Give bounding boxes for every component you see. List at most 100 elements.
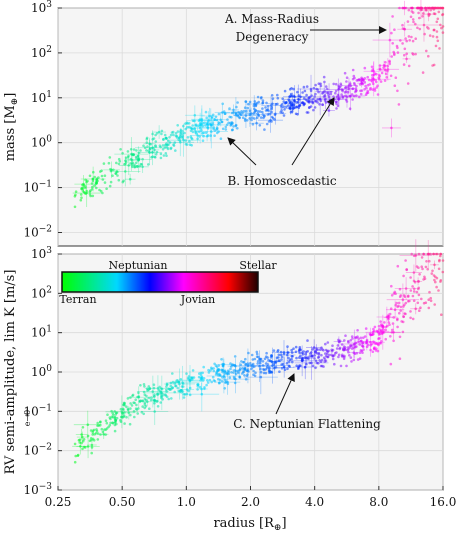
scatter-point [107,161,111,165]
scatter-point [91,179,95,183]
scatter-point [397,301,401,305]
scatter-point [353,83,357,86]
x-tick-label: 2.0 [241,495,260,509]
scatter-point [149,398,153,402]
scatter-point [378,73,381,77]
scatter-point [183,131,186,135]
scatter-point [311,348,314,351]
scatter-point [350,335,354,338]
scatter-point [323,360,327,363]
scatter-point [431,35,435,38]
scatter-point [298,351,302,355]
scatter-point [296,90,299,94]
top-gridlines [57,7,444,246]
top-y-tick-labels: 10−2 10−1 100 101 102 103 [23,0,62,239]
y-tick-label: 102 [31,285,52,300]
scatter-point [141,165,144,169]
scatter-point [331,344,334,348]
scatter-point [242,371,245,374]
scatter-point [372,73,376,77]
scatter-point [251,358,255,361]
scatter-point [393,290,397,294]
scatter-point [412,287,416,291]
scatter-point [347,348,350,351]
scatter-point [369,86,372,90]
scatter-point [291,105,294,109]
scatter-point [305,111,309,114]
scatter-point [397,103,401,106]
colorbar: Neptunian Stellar Terran Jovian [59,259,277,306]
scatter-point [232,125,235,128]
scatter-point [406,20,410,23]
scatter-point [380,71,384,75]
scatter-point [314,92,317,96]
scatter-point [133,163,136,167]
scatter-point [173,141,177,144]
scatter-point [322,75,326,79]
scatter-point [205,116,208,120]
scatter-point [410,252,414,256]
scatter-point [157,130,161,134]
scatter-point [383,79,387,82]
scatter-point [160,387,164,391]
scatter-point [142,383,146,386]
scatter-point [147,163,150,166]
scatter-point [258,124,262,127]
scatter-point [155,132,159,135]
scatter-point [252,369,255,373]
scatter-point [382,331,386,334]
scatter-point [309,105,313,108]
scatter-point [259,367,262,371]
x-axis-label: radius [R⊕] [213,516,286,533]
scatter-point [302,85,306,89]
scatter-point [287,360,291,364]
scatter-point [302,97,306,100]
scatter-point [312,97,315,101]
scatter-point [371,350,375,354]
scatter-point [92,439,96,442]
scatter-point [402,274,405,278]
scatter-point [314,359,318,363]
scatter-point [348,354,351,357]
scatter-point [361,341,365,344]
scatter-point [314,366,317,370]
scatter-point [319,348,322,352]
scatter-point [199,371,203,375]
scatter-point [86,445,90,448]
scatter-point [149,146,152,150]
scatter-point [312,346,316,349]
scatter-point [437,289,440,292]
scatter-point [247,351,250,355]
scatter-point [406,300,410,303]
scatter-point [360,82,364,85]
annotation-b-arrow-right [291,97,335,166]
scatter-point [223,376,226,379]
scatter-point [344,85,348,89]
scatter-point [124,160,128,164]
scatter-point [353,76,356,80]
scatter-point [140,410,144,414]
scatter-point [380,340,383,343]
scatter-point [269,371,272,374]
scatter-point [163,146,167,149]
scatter-point [409,310,412,313]
scatter-point [390,331,394,334]
scatter-point [409,316,412,320]
scatter-point [210,366,213,370]
scatter-point [339,364,343,368]
scatter-point [127,411,131,415]
scatter-point [131,165,134,168]
scatter-point [238,375,241,379]
scatter-point [415,290,419,294]
scatter-point [193,114,197,117]
scatter-point [117,178,121,182]
scatter-point [424,8,428,12]
scatter-point [274,112,277,116]
scatter-point [188,386,192,390]
scatter-point [405,39,409,43]
x-tick-label: 4.0 [305,495,324,509]
scatter-point [264,355,268,359]
scatter-point [216,127,219,130]
colorbar-label-neptunian: Neptunian [109,259,168,272]
scatter-point [357,337,361,341]
